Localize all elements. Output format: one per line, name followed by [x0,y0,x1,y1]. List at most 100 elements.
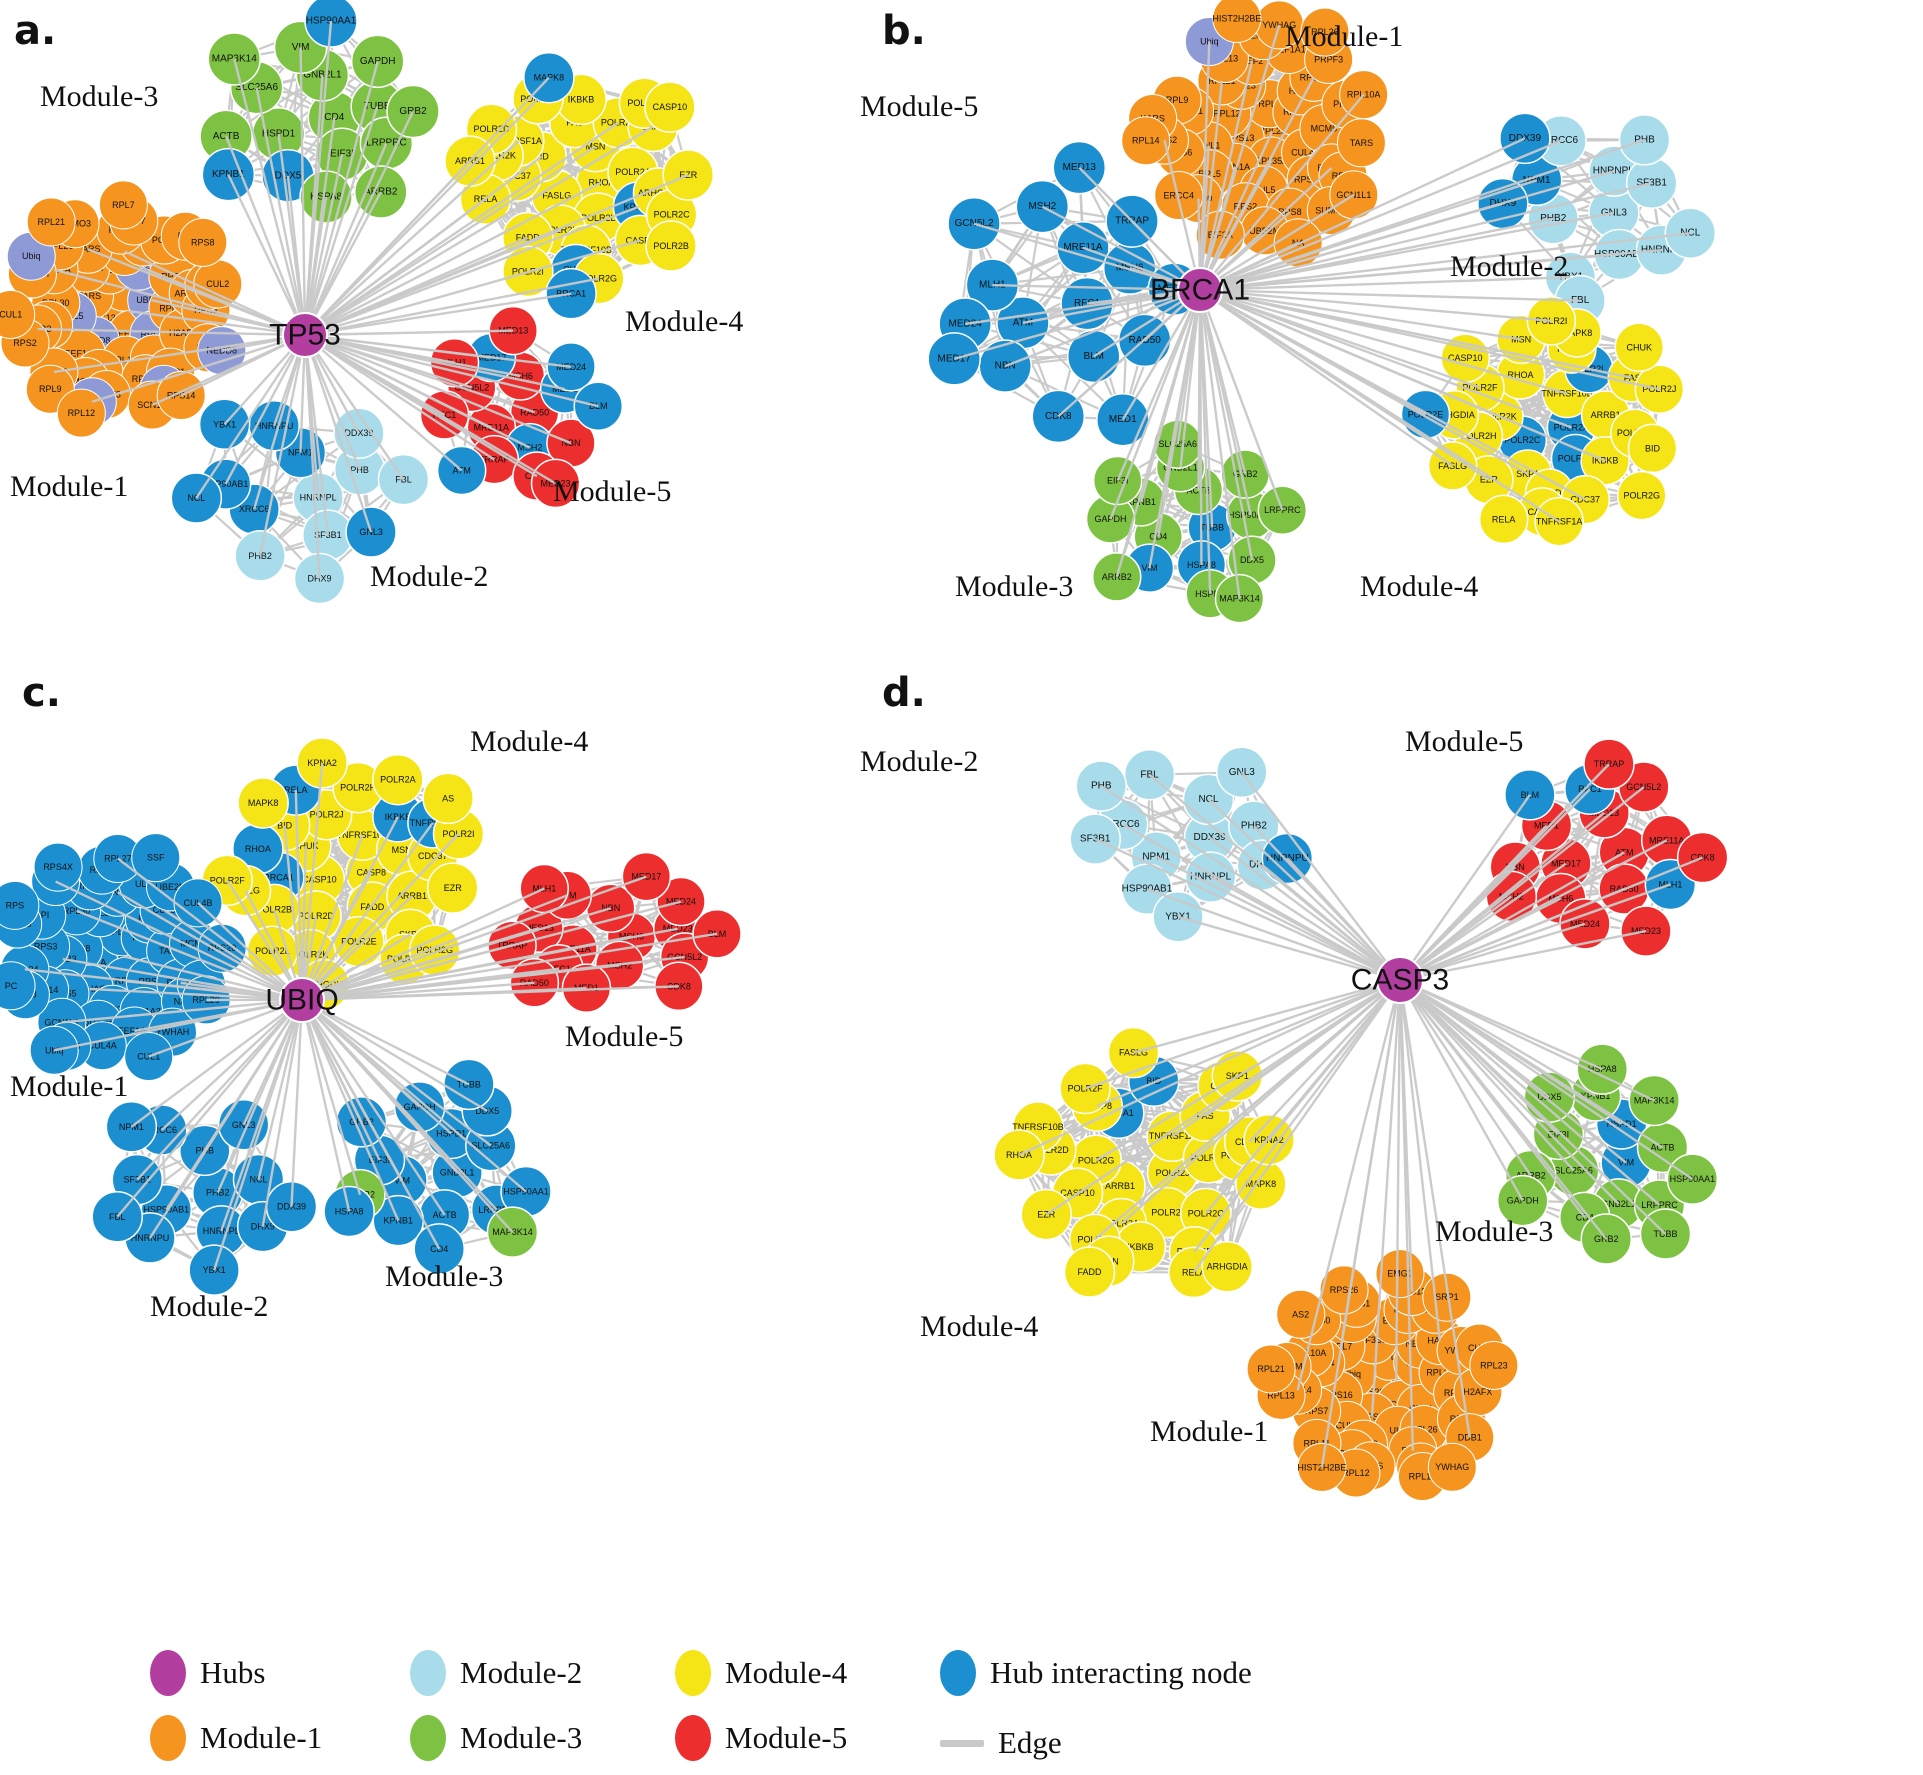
network-node[interactable] [1246,1344,1296,1394]
network-node[interactable] [1212,0,1262,43]
module-label: Module-5 [860,90,979,123]
panel-letter: c. [22,670,61,716]
network-node[interactable] [1526,296,1577,346]
node-label: RPL21 [1257,1364,1285,1374]
node-label: POLR2J [310,810,344,820]
network-node[interactable] [1300,7,1350,57]
network-node[interactable] [1091,552,1142,602]
node-label: FAS [1197,1111,1214,1121]
network-node[interactable] [26,197,76,247]
network-node[interactable] [1121,116,1171,166]
network-node[interactable] [1195,210,1245,260]
legend-label: Module-4 [725,1655,848,1690]
module-label: Module-2 [370,560,489,593]
hub-node[interactable] [279,977,325,1023]
node-label: RPL13 [1267,1390,1295,1400]
node-label: DDX39 [277,1202,306,1212]
network-node[interactable] [0,289,36,339]
module-label: Module-3 [955,570,1074,603]
network-node[interactable] [372,753,424,806]
node-label: EZR [1480,475,1499,485]
node-label: MAPK8 [248,798,279,808]
node-label: UL2 [135,879,152,889]
network-node[interactable] [1627,423,1678,474]
hub-node-label: CASP3 [1351,964,1449,997]
node-label: RPL9 [39,384,62,394]
module-label: Module-2 [860,745,979,778]
network-node[interactable] [237,777,289,829]
network-node[interactable] [1015,179,1070,234]
network-node[interactable] [33,842,83,892]
node-label: CUL2 [206,279,229,289]
network-node[interactable] [0,961,36,1011]
network-node[interactable] [178,217,228,267]
node-label: SCN1A [1220,162,1250,172]
network-node[interactable] [1201,1240,1253,1293]
network-node[interactable] [1257,485,1308,535]
node-label: TNFRSF1A [1536,517,1583,527]
network-node[interactable] [1063,1246,1116,1298]
node-label: RPL27 [104,854,132,864]
network-node[interactable] [1297,1442,1347,1492]
network-node[interactable] [1664,207,1717,259]
node-label: NBN [1506,862,1525,872]
node-label: HNRNPL [1641,245,1683,256]
legend-label: Module-2 [460,1655,583,1690]
network-node[interactable] [1075,760,1127,812]
network-node[interactable] [1020,1188,1073,1241]
network-node[interactable] [1059,1062,1111,1115]
network-node[interactable] [1580,1213,1633,1265]
network-node[interactable] [1469,1340,1519,1390]
network-node[interactable] [1123,749,1176,801]
network-node[interactable] [1478,494,1529,545]
network-node[interactable] [656,876,706,927]
network-node[interactable] [645,220,697,272]
network-node[interactable] [0,880,40,930]
network-node[interactable] [1616,470,1667,521]
network-node[interactable] [1427,1442,1477,1492]
network-node[interactable] [1676,831,1729,884]
hub-node[interactable] [282,312,328,358]
node-label: RPS26 [1330,1285,1359,1295]
hub-node-label: TP53 [269,319,341,352]
node-label: SRP1 [1435,1292,1459,1302]
node-label: FASLG [542,190,571,200]
node-label: BLM [1083,351,1104,362]
node-label: TUBB [457,1079,481,1089]
node-label: CUL5 [1252,185,1275,195]
node-label: DHX9 [251,1222,275,1232]
network-node[interactable] [426,862,479,914]
network-node[interactable] [422,772,474,825]
node-label: EZR [444,883,463,893]
node-label: ARRB2 [1102,572,1132,582]
network-node[interactable] [105,1101,158,1153]
node-label: FADD [516,233,541,243]
network-node[interactable] [98,180,148,230]
node-label: DDB1 [1458,1433,1482,1443]
node-label: POLR2F [601,118,637,128]
hub-node[interactable] [1376,956,1424,1004]
network-node[interactable] [1504,769,1556,821]
module-label: Module-4 [470,725,589,758]
node-label: NPM1 [119,1122,144,1132]
node-label: KPNB1 [384,1216,414,1226]
node-label: TRRAP [1594,759,1625,769]
node-label: H2AFX [1463,1387,1492,1397]
network-node[interactable] [644,81,696,133]
network-node[interactable] [1216,746,1268,799]
node-label: POLR2D [473,124,510,134]
network-node[interactable] [131,833,181,883]
node-label: TUBB [1200,522,1224,532]
node-label: POLR2B [653,241,689,251]
network-node[interactable] [1319,1265,1369,1315]
node-label: PHB2 [1540,213,1567,224]
network-node[interactable] [1614,322,1665,373]
node-label: POLR2J [1642,384,1676,394]
network-node[interactable] [1534,496,1584,547]
network-node[interactable] [621,851,672,902]
node-label: XRCC6 [1544,135,1578,146]
module-label: Module-3 [1435,1215,1554,1248]
panel-letter: b. [882,8,926,54]
hub-node[interactable] [1177,267,1223,313]
network-node[interactable] [1634,364,1685,414]
